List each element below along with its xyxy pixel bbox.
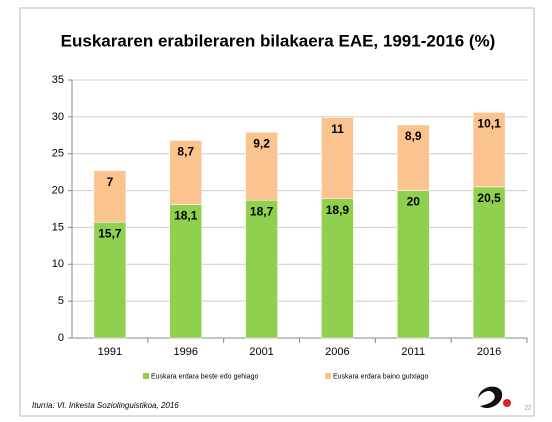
bar-segment — [93, 170, 127, 223]
data-label: 15,7 — [98, 226, 122, 240]
legend-label: Euskara erdara beste edo gehiago — [151, 373, 259, 380]
y-tick-label: 15 — [52, 221, 64, 233]
y-tick-label: 25 — [52, 148, 64, 160]
data-label: 7 — [107, 175, 114, 189]
data-label: 18,7 — [250, 204, 274, 218]
data-label: 10,1 — [477, 117, 501, 131]
bar-segment — [472, 112, 506, 188]
page-number: 22 — [525, 406, 532, 412]
legend-label: Euskara erdara baino gutxiago — [333, 373, 428, 380]
bar-segment — [472, 186, 506, 339]
y-tick-label: 5 — [58, 295, 64, 307]
x-tick-label: 1991 — [98, 346, 122, 358]
data-label: 20,5 — [477, 191, 501, 205]
x-tick-label: 1996 — [174, 346, 198, 358]
x-tick-label: 2011 — [401, 346, 425, 358]
bar-segment — [397, 190, 430, 339]
data-label: 20 — [407, 195, 421, 209]
bar-segment — [169, 140, 202, 205]
bar-segment — [397, 124, 430, 191]
data-label: 18,9 — [326, 203, 350, 217]
legend-swatch — [143, 373, 149, 379]
x-tick-label: 2006 — [325, 346, 349, 358]
data-label: 8,7 — [177, 145, 194, 159]
logo — [478, 386, 511, 409]
y-tick-label: 10 — [52, 258, 64, 270]
x-tick-label: 2001 — [249, 346, 273, 358]
bar-segment — [245, 132, 278, 201]
legend-swatch — [325, 373, 331, 379]
frame — [19, 7, 535, 417]
data-label: 18,1 — [174, 209, 198, 223]
bar-segment — [321, 198, 354, 339]
chart-title: Euskararen erabileraren bilakaera EAE, 1… — [61, 31, 496, 50]
y-tick-label: 35 — [52, 74, 64, 86]
data-label: 9,2 — [253, 137, 270, 151]
x-tick-label: 2016 — [477, 346, 501, 358]
source: Iturria: VI. Inkesta Soziolinguistikoa, … — [32, 401, 179, 410]
bar-segment — [169, 204, 202, 339]
y-tick-label: 0 — [58, 332, 64, 344]
bar-segment — [321, 117, 354, 199]
y-tick-label: 20 — [52, 184, 64, 196]
data-label: 8,9 — [405, 129, 422, 143]
bar-segment — [245, 199, 278, 339]
y-tick-label: 30 — [52, 111, 64, 123]
bar-segment — [93, 222, 127, 339]
data-label: 11 — [331, 122, 344, 136]
